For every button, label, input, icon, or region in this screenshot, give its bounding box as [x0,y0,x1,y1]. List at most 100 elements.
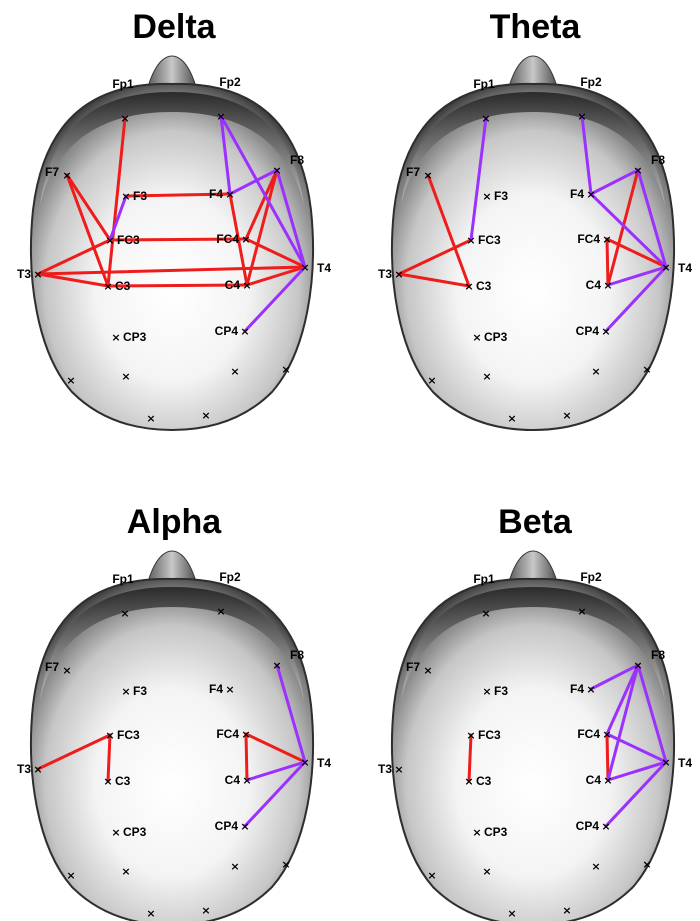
edge-f4-c4 [228,192,249,287]
electrode-label: F3 [494,189,508,203]
electrode-marker: × [242,774,251,787]
edge-fp2-t4 [219,114,307,269]
electrode-f4: ×F4 [209,682,235,696]
electrode-f4: ×F4 [570,187,596,201]
edge-t3-c3 [397,272,471,288]
electrode-label: T4 [317,261,331,275]
scalp-surface [30,577,314,921]
electrode-t3: ×T3 [378,267,404,281]
electrode-label: T4 [317,756,331,770]
edge-f8-c4 [245,168,279,287]
edge-f8-fc4 [605,663,640,736]
electrode-fp2: × Fp2 [577,570,602,618]
electrode-marker-unlabeled: × [482,370,491,383]
electrode-label: FC4 [216,232,239,246]
electrode-label: C4 [586,278,602,292]
electrode-label: Fp2 [580,75,602,89]
edge-f8-c4 [606,663,640,782]
nose-shape [507,550,559,586]
electrode-f8: × F8 [633,648,665,672]
electrode-marker-unlabeled: × [121,370,130,383]
edge-f8-c4 [606,168,640,287]
edge-f7-c3 [426,173,471,288]
edge-fc3-c3 [106,733,112,783]
edge-f8-t4 [636,663,668,764]
electrode-marker: × [33,268,42,281]
edge-fc4-t4 [605,732,668,764]
edge-t4-cp4 [243,265,307,333]
electrode-marker: × [661,756,670,769]
connection-edges [36,663,307,828]
electrode-marker: × [464,280,473,293]
electrode-fc4: ×FC4 [216,232,250,246]
electrode-marker-unlabeled: × [121,865,130,878]
electrode-marker: × [103,775,112,788]
electrode-marker: × [120,112,129,125]
electrode-marker-unlabeled: × [562,904,571,917]
connection-edges [467,663,668,828]
electrode-marker: × [225,188,234,201]
electrode-marker: × [103,280,112,293]
electrode-marker: × [62,169,71,182]
electrode-marker: × [241,233,250,246]
electrode-label: CP3 [484,330,508,344]
electrode-marker: × [601,325,610,338]
electrode-label: F4 [209,187,223,201]
electrode-marker: × [394,763,403,776]
edge-t4-cp4 [604,265,668,333]
electrode-marker: × [586,683,595,696]
electrode-label: T4 [678,756,692,770]
scalp-rim-shading [40,92,304,205]
electrode-label: F7 [45,165,59,179]
electrode-marker-unlabeled: × [562,409,571,422]
electrode-label: F3 [133,189,147,203]
electrode-marker: × [633,659,642,672]
electrode-label: FC4 [216,727,239,741]
electrode-marker: × [602,728,611,741]
electrode-marker: × [241,728,250,741]
panel-beta: Beta ×Fp1×Fp2×F7 ×F8× F3 ×F4× FC3 ×FC4×T3 × T4×… [378,503,692,921]
edge-f8-f4 [228,168,279,196]
electrode-fc4: ×FC4 [577,232,611,246]
edge-fc3-fc4 [108,237,248,242]
electrode-marker-unlabeled: × [66,869,75,882]
electrode-marker-unlabeled: × [66,374,75,387]
electrode-fc4: ×FC4 [577,727,611,741]
electrode-label: Fp1 [473,572,495,586]
edge-fc4-c4 [605,237,610,287]
electrode-t3: ×T3 [378,762,404,776]
edge-f8-fc4 [244,168,279,241]
electrode-marker: × [300,261,309,274]
electrode-label: F7 [406,165,420,179]
electrode-label: T3 [17,762,31,776]
electrode-marker-unlabeled: × [591,860,600,873]
electrode-label: F7 [45,660,59,674]
electrode-fp2: × Fp2 [216,75,241,123]
electrode-label: CP3 [123,825,147,839]
electrode-cp4: ×CP4 [215,819,250,833]
electrode-label: F3 [494,684,508,698]
electrode-markers: ×Fp1×Fp2×F7 ×F8× F3 ×F4× FC3 ×FC4×T3 × T4× C3 ×C4… [378,570,692,920]
electrode-fc3: × FC3 [466,728,501,742]
electrode-marker-unlabeled: × [642,363,651,376]
electrode-label: Fp2 [219,570,241,584]
edge-fp1-fc3 [469,116,488,242]
scalp-image [30,55,314,432]
electrode-t4: × T4 [300,756,331,770]
electrode-marker: × [121,685,130,698]
electrode-marker-unlabeled: × [230,860,239,873]
edge-t3-fc3 [397,238,473,276]
electrode-c3: × C3 [464,774,491,788]
electrode-cp4: ×CP4 [215,324,250,338]
electrode-marker-unlabeled: × [642,858,651,871]
panel-title: Alpha [127,503,223,541]
edge-c4-t4 [606,265,668,287]
electrode-marker: × [661,261,670,274]
electrode-label: CP3 [484,825,508,839]
electrode-marker-unlabeled: × [427,869,436,882]
electrode-marker: × [394,268,403,281]
electrode-label: F8 [290,648,304,662]
electrode-label: Fp2 [219,75,241,89]
electrode-marker: × [577,110,586,123]
electrode-label: FC3 [478,728,501,742]
